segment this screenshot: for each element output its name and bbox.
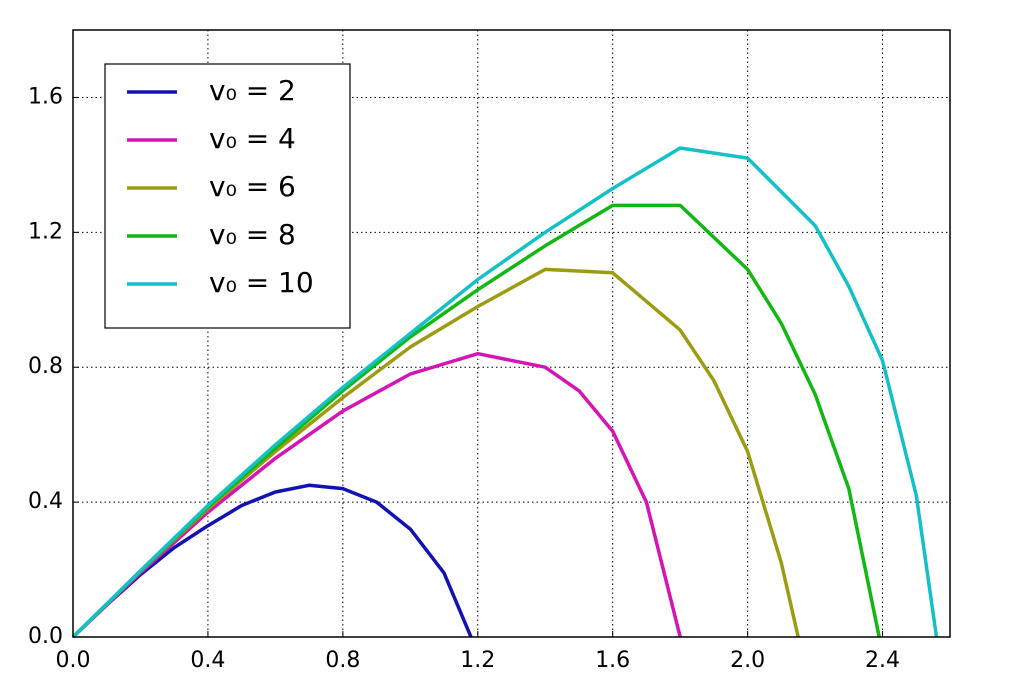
- plot-frame: [72, 29, 951, 638]
- legend-label: v₀ = 8: [209, 218, 296, 251]
- x-tick-label: 1.2: [460, 648, 495, 673]
- legend-label: v₀ = 6: [209, 170, 296, 203]
- x-tick-label: 0.0: [56, 648, 91, 673]
- y-tick-label: 0.8: [28, 354, 63, 379]
- y-tick-label: 1.6: [28, 84, 63, 109]
- legend-label: v₀ = 10: [209, 266, 314, 299]
- y-tick-label: 0.4: [28, 489, 63, 514]
- y-tick-label: 0.0: [28, 624, 63, 649]
- series-line: [71, 146, 939, 639]
- x-tick-label: 2.0: [730, 648, 765, 673]
- x-tick-label: 1.6: [595, 648, 630, 673]
- x-tick-label: 0.4: [190, 648, 225, 673]
- y-tick-label: 1.2: [28, 219, 63, 244]
- legend-label: v₀ = 2: [209, 74, 296, 107]
- legend-label: v₀ = 4: [209, 122, 296, 155]
- series-line: [71, 351, 682, 639]
- legend-box: [104, 63, 351, 329]
- x-tick-label: 2.4: [865, 648, 900, 673]
- x-tick-label: 0.8: [325, 648, 360, 673]
